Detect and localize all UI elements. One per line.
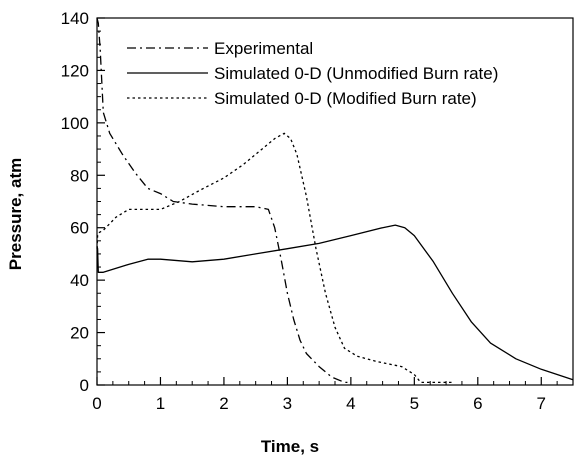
x-tick-label: 2 xyxy=(219,394,228,413)
x-tick-label: 0 xyxy=(92,394,101,413)
x-tick-label: 5 xyxy=(410,394,419,413)
y-tick-label: 100 xyxy=(61,114,89,133)
y-tick-label: 60 xyxy=(70,219,89,238)
y-tick-label: 0 xyxy=(80,376,89,395)
x-axis-title: Time, s xyxy=(261,437,319,456)
series-line-3 xyxy=(96,132,453,384)
series-line-1 xyxy=(96,17,351,384)
major-ticks xyxy=(96,17,542,386)
y-tick-label: 140 xyxy=(61,9,89,28)
x-tick-label: 6 xyxy=(473,394,482,413)
series-line-2 xyxy=(96,224,574,381)
y-tick-label: 80 xyxy=(70,166,89,185)
x-tick-label: 1 xyxy=(156,394,165,413)
y-tick-label: 40 xyxy=(70,271,89,290)
legend-label-2: Simulated 0-D (Unmodified Burn rate) xyxy=(214,64,498,83)
legend-label-1: Experimental xyxy=(214,39,313,58)
series-layer xyxy=(96,17,574,384)
minor-ticks xyxy=(97,30,574,385)
x-tick-label: 7 xyxy=(537,394,546,413)
legend-label-3: Simulated 0-D (Modified Burn rate) xyxy=(214,89,477,108)
legend: Experimental Simulated 0-D (Unmodified Bu… xyxy=(127,39,498,108)
y-tick-label: 120 xyxy=(61,61,89,80)
x-tick-label: 3 xyxy=(283,394,292,413)
y-axis-title: Pressure, atm xyxy=(6,158,25,270)
y-tick-label: 20 xyxy=(70,324,89,343)
x-tick-label: 4 xyxy=(346,394,355,413)
tick-labels: 0 20 40 60 80 100 120 140 0 1 2 3 4 5 6 7 xyxy=(61,9,546,413)
